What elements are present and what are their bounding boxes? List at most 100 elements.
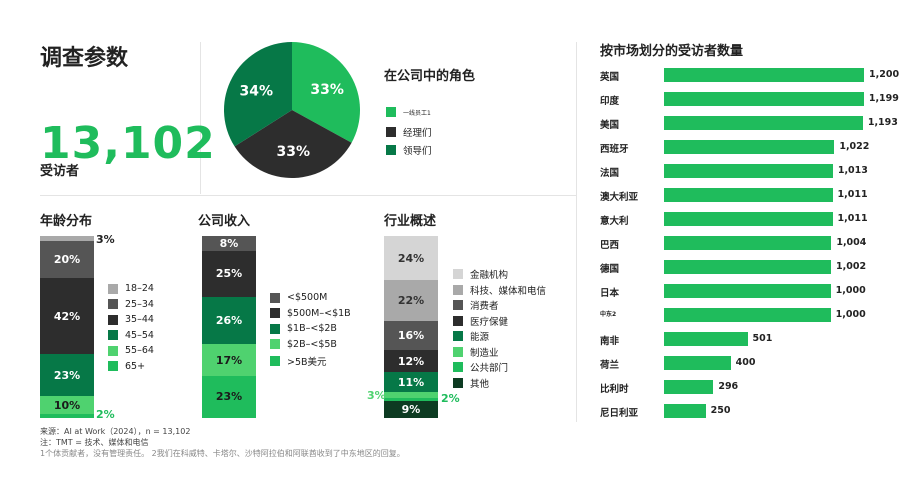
market-label-1: 印度 [600,96,620,107]
industry-segment-0: 9% [384,401,438,418]
industry-segment-label-7: 24% [397,251,425,265]
industry-legend-label-4: 能源 [470,332,490,343]
revenue-stacked-bar: 23% 17% 26% 25% 8% [202,236,256,418]
pie-legend-label-1: 经理们 [403,128,432,139]
revenue-legend-item-0: <$500M [270,292,327,303]
market-value-11: 501 [752,333,773,344]
revenue-segment-label-4: 8% [219,236,239,250]
pie-legend-swatch-0 [386,107,396,117]
market-chart-title: 按市场划分的受访者数量 [600,44,744,59]
market-label-6: 意大利 [600,216,629,227]
revenue-segment-0: 23% [202,375,256,418]
revenue-segment-label-3: 25% [215,267,243,281]
industry-legend-swatch-7 [453,377,463,388]
revenue-legend-item-1: $500M–<$1B [270,308,351,319]
market-label-12: 荷兰 [600,360,620,371]
role-pie-chart: 33% 33% 34% [224,42,360,178]
industry-legend-swatch-4 [453,331,463,341]
market-label-0: 英国 [600,72,620,83]
age-legend-label-3: 45–54 [125,329,154,341]
age-legend-swatch-5 [108,361,118,371]
revenue-segment-label-0: 23% [215,390,243,404]
market-value-0: 1,200 [869,69,900,80]
revenue-legend-label-0: <$500M [287,292,328,303]
pie-legend-swatch-1 [386,127,396,137]
age-segment-1: 10% [40,396,94,415]
revenue-chart-title: 公司收入 [198,214,251,229]
market-value-8: 1,002 [836,261,867,272]
market-value-9: 1,000 [835,285,866,296]
market-bar-11 [664,332,748,346]
footer-source: 来源：AI at Work（2024），n = 13,102 [40,427,191,436]
age-segment-2: 23% [40,354,94,397]
role-pie-title: 在公司中的角色 [384,69,476,84]
age-legend-swatch-4 [108,345,118,356]
industry-segment-6: 22% [384,280,438,321]
industry-legend-swatch-6 [453,362,463,372]
market-value-7: 1,004 [836,237,867,248]
industry-legend-label-1: 科技、媒体和电信 [470,285,547,297]
market-label-8: 德国 [600,264,620,275]
age-legend-swatch-0 [108,283,118,294]
industry-legend-item-6: 公共部门 [453,360,508,374]
age-legend-item-3: 45–54 [108,330,154,341]
pie-legend-item-2: 领导们 [386,143,432,157]
age-label-65plus: 2% [96,408,115,421]
age-segment-0 [40,414,94,418]
market-label-13: 比利时 [600,384,629,395]
market-value-1: 1,199 [868,93,899,104]
industry-chart-title: 行业概述 [384,214,437,229]
age-legend-swatch-1 [108,299,118,309]
market-bar-8 [664,260,831,274]
market-value-2: 1,193 [867,117,898,128]
industry-segment-5: 16% [384,320,438,350]
age-legend-item-1: 25–34 [108,299,154,310]
market-bar-2 [664,116,863,130]
industry-segment-1 [384,397,438,402]
revenue-segment-4: 8% [202,236,256,251]
revenue-segment-3: 25% [202,250,256,297]
industry-legend-swatch-1 [453,284,463,295]
industry-segment-label-3: 11% [397,375,425,389]
industry-legend-label-0: 金融机构 [470,270,509,281]
industry-legend-item-5: 制造业 [453,345,499,359]
market-bar-12 [664,356,731,370]
market-label-10: 中东2 [600,311,617,318]
market-value-4: 1,013 [837,165,868,176]
revenue-legend-swatch-3 [270,339,280,349]
age-legend-label-5: 65+ [125,360,146,372]
market-bar-0 [664,68,864,82]
age-legend-item-0: 18–24 [108,283,154,294]
age-segment-5 [40,236,94,242]
revenue-legend-swatch-0 [270,292,280,303]
industry-legend-label-5: 制造业 [470,347,499,359]
respondent-count: 13,102 [40,118,216,169]
page-title: 调查参数 [40,46,129,71]
revenue-legend-swatch-4 [270,356,280,366]
market-value-5: 1,011 [837,189,868,200]
age-chart-title: 年龄分布 [40,214,93,229]
revenue-legend-item-4: >5B美元 [270,354,327,368]
age-legend-label-4: 55–64 [125,345,154,356]
market-label-14: 尼日利亚 [600,408,639,419]
industry-segment-label-5: 16% [397,328,425,342]
industry-legend-label-2: 消费者 [470,301,499,312]
market-bar-14 [664,404,706,418]
pie-slice-0 [292,42,360,143]
pie-slice-label-0: 33% [310,82,344,98]
industry-legend-label-3: 医疗保健 [470,316,509,328]
pie-legend-item-0: 一线员工1 [386,107,431,117]
industry-legend-label-6: 公共部门 [470,363,509,374]
industry-label-public: 2% [441,392,460,405]
divider-horizontal [40,195,576,196]
revenue-legend-label-3: $2B–<$5B [287,338,337,350]
age-legend-swatch-2 [108,314,118,325]
industry-legend-label-7: 其他 [470,378,490,390]
industry-segment-2 [384,392,438,398]
revenue-legend-item-2: $1B–<$2B [270,323,337,334]
market-label-3: 西班牙 [600,144,629,155]
market-bar-10 [664,308,831,322]
age-legend-item-2: 35–44 [108,314,154,325]
industry-segment-7: 24% [384,236,438,281]
pie-legend-item-1: 经理们 [386,125,432,139]
